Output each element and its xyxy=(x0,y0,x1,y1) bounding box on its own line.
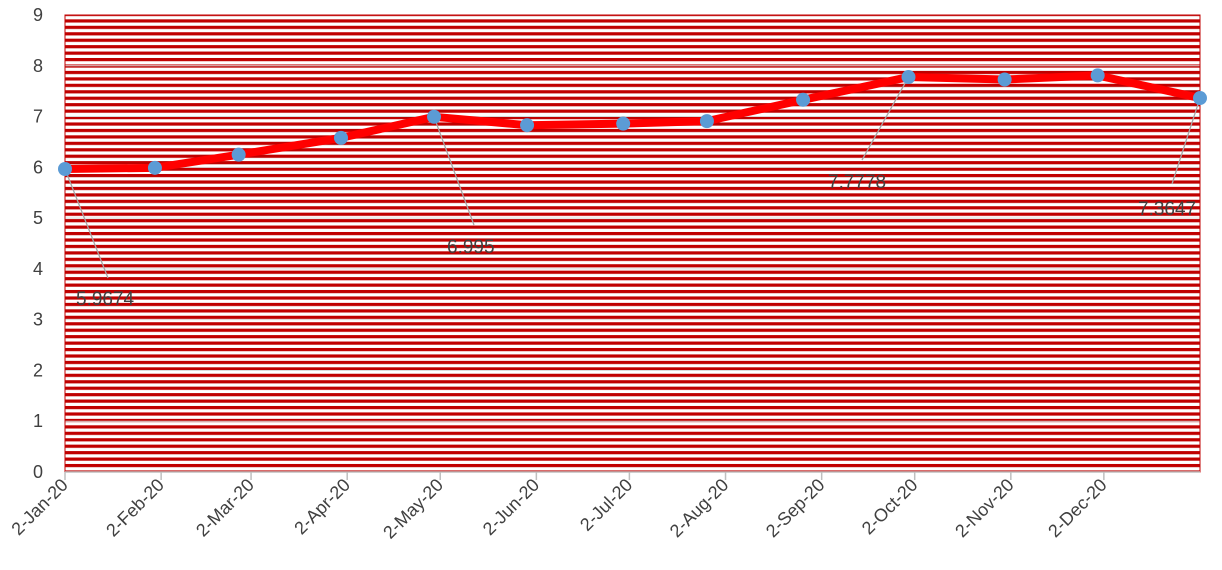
data-label: 7.3647 xyxy=(1138,199,1196,220)
leader-line xyxy=(861,76,910,161)
x-tick-label: 2-Jun-20 xyxy=(479,475,543,539)
data-point xyxy=(1193,91,1207,106)
y-tick-label: 9 xyxy=(33,5,43,25)
y-tick-label: 1 xyxy=(33,411,43,431)
data-label: 5.9674 xyxy=(76,289,135,310)
x-tick-label: 2-Mar-20 xyxy=(192,475,258,541)
data-point xyxy=(796,92,811,107)
data-point xyxy=(1090,68,1105,83)
data-point xyxy=(427,109,442,124)
y-tick-label: 0 xyxy=(33,462,43,482)
gridlines xyxy=(64,14,1201,473)
data-point xyxy=(997,72,1012,87)
x-tick-label: 2-Aug-20 xyxy=(666,475,733,542)
series-layer xyxy=(58,68,1207,176)
x-tick-label: 2-Dec-20 xyxy=(1044,475,1110,541)
y-tick-label: 6 xyxy=(33,157,43,177)
data-label: 7.7778 xyxy=(828,172,886,193)
leader-line xyxy=(433,116,475,226)
x-tick-label: 2-Jul-20 xyxy=(576,475,636,535)
data-point xyxy=(699,114,714,129)
y-tick-label: 3 xyxy=(33,310,43,330)
data-point xyxy=(231,147,246,162)
data-point xyxy=(616,116,631,131)
data-point xyxy=(901,70,916,85)
y-tick-label: 4 xyxy=(33,259,43,279)
data-point xyxy=(147,160,162,175)
y-tick-label: 8 xyxy=(33,56,43,76)
y-tick-label: 2 xyxy=(33,360,43,380)
data-point xyxy=(58,161,72,176)
x-tick-label: 2-Nov-20 xyxy=(951,475,1017,541)
label-leader-lines xyxy=(64,76,1201,279)
x-tick-label: 2-Feb-20 xyxy=(102,475,168,541)
y-tick-label: 5 xyxy=(33,208,43,228)
data-labels: 5.9674 6.995 7.7778 7.3647 xyxy=(76,172,1196,310)
y-tick-label: 7 xyxy=(33,107,43,127)
x-tick-label: 2-Jan-20 xyxy=(7,475,71,539)
leader-line xyxy=(1171,97,1201,185)
x-tick-label: 2-May-20 xyxy=(379,475,447,543)
data-label: 6.995 xyxy=(447,237,495,258)
x-tick-label: 2-Sep-20 xyxy=(762,475,829,542)
plot-area-hatch xyxy=(65,15,1200,472)
data-point xyxy=(333,130,348,145)
x-tick-label: 2-Oct-20 xyxy=(858,475,922,539)
leader-line xyxy=(64,168,109,279)
x-tick-label: 2-Apr-20 xyxy=(290,475,354,539)
data-point xyxy=(520,118,535,133)
